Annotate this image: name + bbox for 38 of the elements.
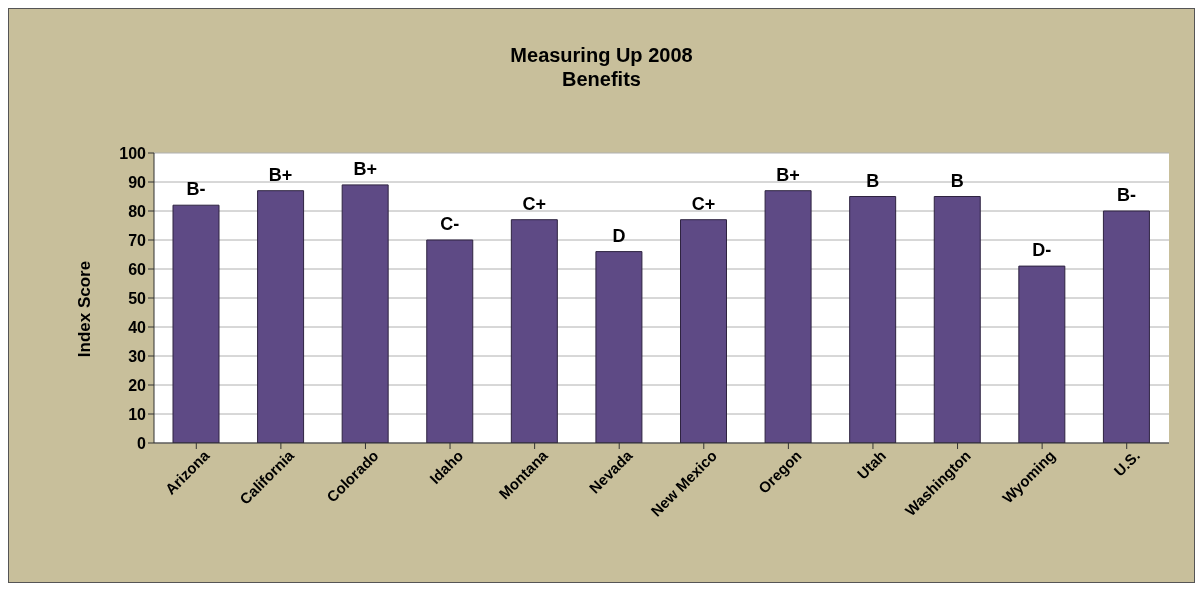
bar	[1018, 265, 1066, 443]
x-tick-label: U.S.	[1110, 446, 1143, 480]
data-label: B+	[353, 158, 377, 179]
y-tick-label: 30	[128, 347, 147, 365]
bar	[849, 196, 897, 443]
data-label: C+	[691, 193, 716, 214]
chart-title: Measuring Up 2008 Benefits	[509, 43, 694, 91]
y-tick-label: 60	[128, 260, 147, 278]
y-tick-label: 40	[128, 318, 147, 336]
bar	[680, 219, 727, 443]
bar	[1102, 210, 1150, 443]
bar	[341, 184, 389, 443]
bar	[510, 219, 558, 443]
y-tick-label: 80	[128, 202, 147, 220]
data-label: C-	[440, 214, 460, 234]
y-tick-label: 10	[128, 405, 147, 423]
bar	[172, 204, 220, 443]
data-label: B-	[186, 179, 206, 200]
y-axis-title: Index Score	[75, 260, 95, 358]
data-label: D-	[1032, 240, 1052, 261]
y-tick-label: 100	[119, 144, 147, 162]
data-label: B-	[1116, 185, 1136, 205]
bar	[933, 196, 981, 443]
data-label: D	[612, 225, 626, 246]
data-label: B+	[268, 164, 293, 185]
y-tick-label: 20	[128, 376, 147, 394]
y-tick-label: 0	[137, 434, 147, 452]
bar	[426, 239, 474, 443]
bar	[257, 190, 305, 443]
bar	[595, 251, 643, 443]
y-tick-label: 70	[128, 231, 147, 249]
data-label: B+	[776, 164, 800, 185]
data-label: B	[866, 170, 880, 191]
data-label: B	[950, 170, 964, 191]
y-tick-label: 90	[128, 173, 147, 191]
bar	[764, 190, 812, 443]
y-tick-label: 50	[128, 289, 147, 307]
data-label: C+	[522, 193, 547, 214]
